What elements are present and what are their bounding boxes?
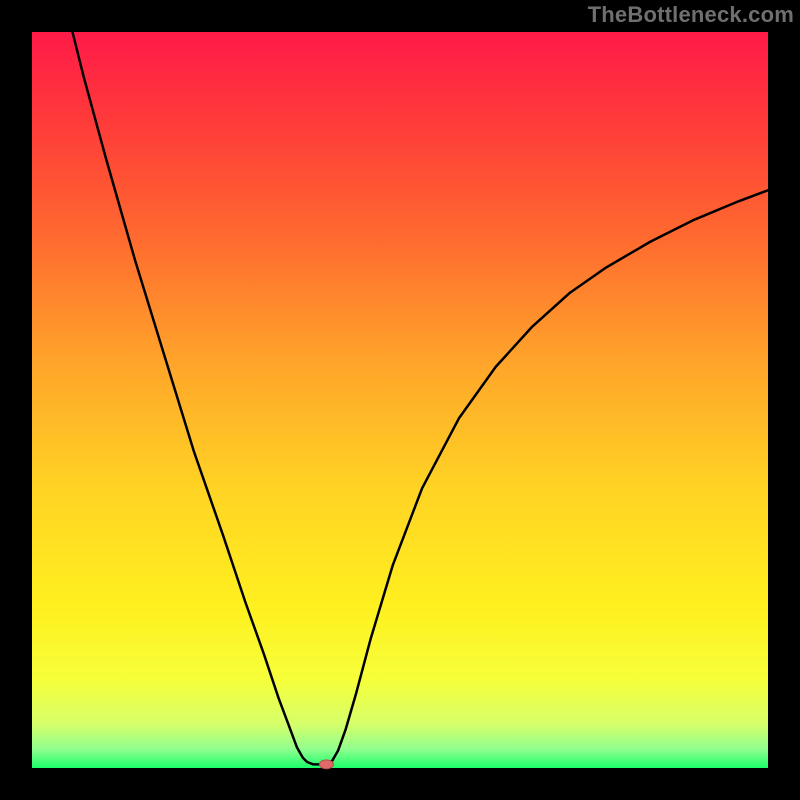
optimal-marker xyxy=(319,760,333,769)
chart-svg xyxy=(0,0,800,800)
watermark-text: TheBottleneck.com xyxy=(588,2,794,28)
plot-background xyxy=(32,32,768,768)
chart-stage: TheBottleneck.com xyxy=(0,0,800,800)
